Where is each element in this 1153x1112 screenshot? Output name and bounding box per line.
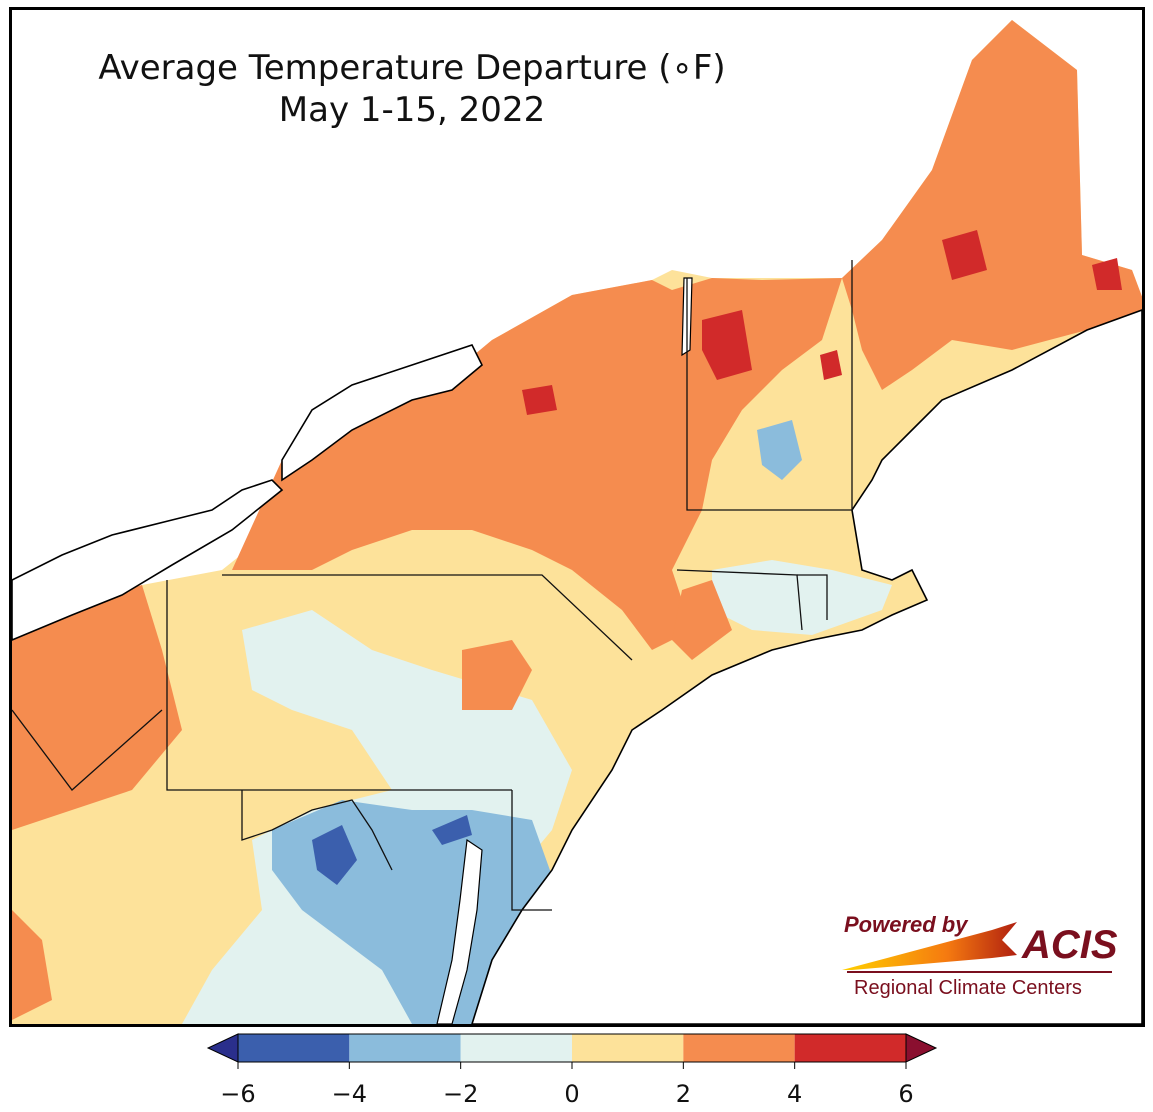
- map-title: Average Temperature Departure (∘F): [98, 48, 726, 88]
- region-cool-mid-nh: [757, 420, 802, 480]
- region-warm-west: [12, 585, 182, 830]
- legend-tick-label: −6: [220, 1080, 255, 1108]
- legend-tick-label: −2: [443, 1080, 478, 1108]
- legend-tick-label: 6: [898, 1080, 913, 1108]
- legend-tick-label: 2: [676, 1080, 691, 1108]
- region-hot-me2: [1092, 258, 1122, 290]
- region-warm-wv: [12, 910, 52, 1020]
- region-warm-ny: [232, 278, 842, 650]
- state-borders: [12, 260, 853, 911]
- legend-bin: [683, 1034, 795, 1062]
- map-date-range: May 1-15, 2022: [278, 90, 546, 130]
- legend-bin: [794, 1034, 906, 1062]
- color-legend: −6 −4 −2 0 2 4 6: [206, 1033, 938, 1108]
- legend-bin: [572, 1034, 684, 1062]
- acis-logo: Powered by ACIS Regional Climate Centers: [842, 912, 1118, 999]
- region-cool-strong: [312, 825, 357, 885]
- region-warm-ct: [672, 580, 732, 660]
- temperature-departure-map: [12, 20, 1142, 1024]
- logo-swoosh-icon: [842, 922, 1017, 970]
- logo-subtitle: Regional Climate Centers: [854, 977, 1082, 999]
- region-hot-vt: [702, 310, 752, 380]
- legend-above-arrow: [905, 1033, 938, 1063]
- atlantic-ocean: [471, 309, 1142, 1024]
- legend-bin: [238, 1034, 350, 1062]
- lake-erie: [12, 479, 284, 641]
- region-cool-strong-2: [432, 815, 472, 845]
- region-warm-pa: [462, 640, 532, 710]
- map-frame: Average Temperature Departure (∘F) May 1…: [9, 7, 1145, 1027]
- region-hot-me: [942, 230, 987, 280]
- legend-bin: [349, 1034, 461, 1062]
- legend-ticks: −6 −4 −2 0 2 4 6: [220, 1062, 914, 1108]
- legend-bins: [237, 1033, 907, 1063]
- legend-below-arrow: [206, 1033, 239, 1063]
- legend-tick-label: 4: [787, 1080, 802, 1108]
- legend-bin: [460, 1034, 572, 1062]
- region-hot-nh: [820, 350, 842, 380]
- chesapeake-bay: [436, 838, 483, 1024]
- region-cool-light-ne: [712, 560, 892, 635]
- region-warm-me: [842, 20, 1142, 390]
- lake-ontario: [281, 344, 483, 482]
- logo-acis: ACIS: [1021, 923, 1118, 967]
- logo-powered-by: Powered by: [844, 912, 969, 937]
- legend-tick-label: −4: [332, 1080, 367, 1108]
- legend-tick-label: 0: [564, 1080, 579, 1108]
- region-hot-ny: [522, 385, 557, 415]
